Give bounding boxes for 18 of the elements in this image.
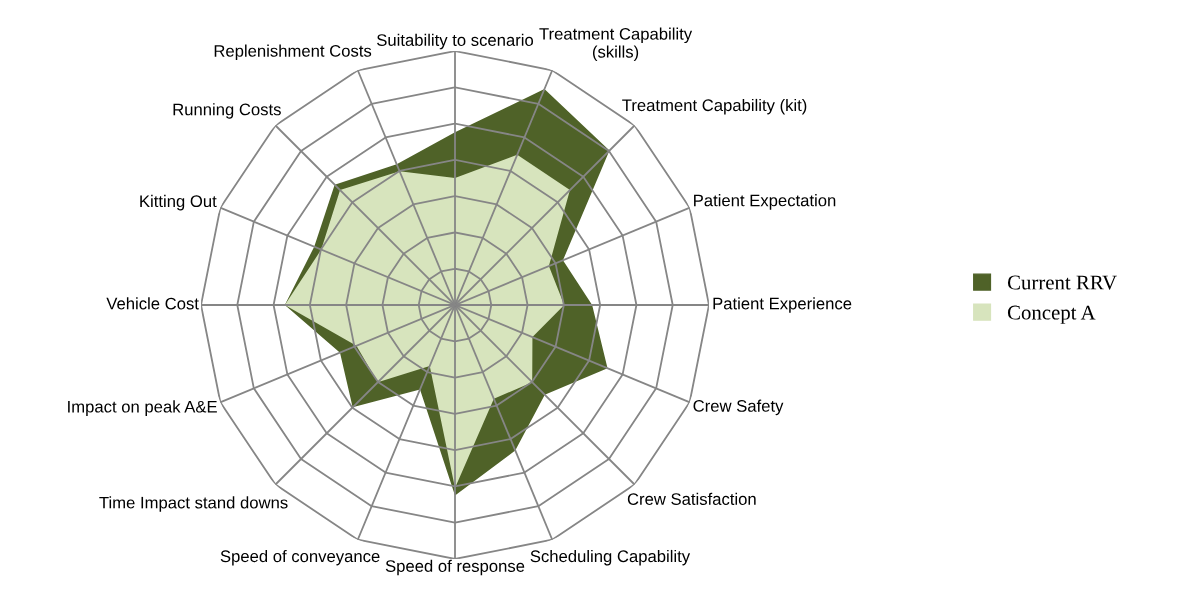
spoke-label: Running Costs xyxy=(173,103,281,119)
spoke-label: Kitting Out xyxy=(140,194,217,211)
spoke-label: Suitability to scenario xyxy=(377,33,534,50)
spoke-label: Replenishment Costs xyxy=(214,44,372,61)
spoke-label: Treatment Capability (kit) xyxy=(622,98,807,115)
spoke-label: Time Impact stand downs xyxy=(99,496,288,512)
spoke-label: Patient Expectation xyxy=(694,194,836,210)
spoke-label: Speed of conveyance xyxy=(220,549,380,566)
legend-label: Concept A xyxy=(1007,305,1096,324)
spoke-label: Patient Experience xyxy=(713,297,852,313)
spoke-label: Treatment Capability (skills) xyxy=(539,27,693,62)
spoke-label: Speed of response xyxy=(385,559,525,576)
spoke-label: Crew Safety xyxy=(693,399,784,416)
spoke-label: Crew Satisfaction xyxy=(627,492,756,505)
spoke-label: Vehicle Cost xyxy=(106,297,199,310)
spoke-label: Scheduling Capability xyxy=(530,549,691,566)
spoke-label: Impact on peak A&E xyxy=(68,400,217,416)
legend-label: Current RRV xyxy=(1007,275,1117,290)
